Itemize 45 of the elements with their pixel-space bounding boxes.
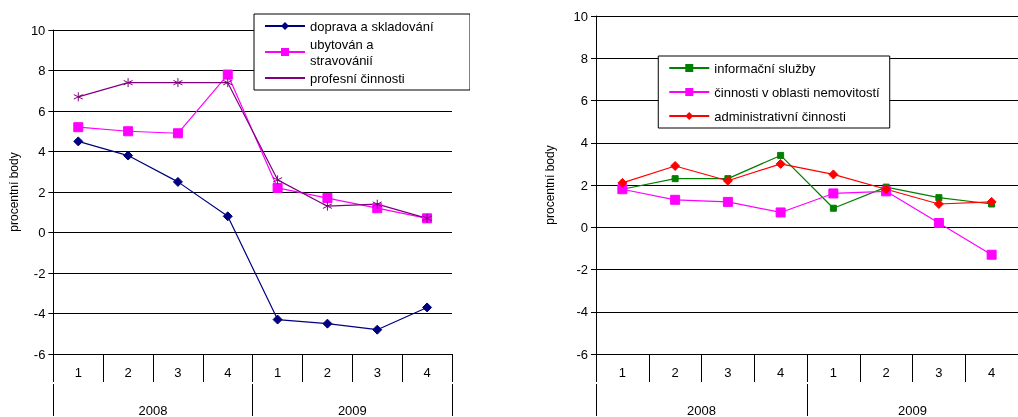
- y-tick-label: 6: [38, 103, 46, 119]
- legend-label: informační služby: [714, 60, 816, 76]
- x-tick-label: 1: [618, 365, 626, 380]
- x-tick-label: 4: [423, 365, 431, 380]
- x-tick-label: 3: [724, 365, 732, 380]
- x-tick-label: 3: [174, 365, 182, 380]
- text: 2008: [138, 403, 168, 417]
- x-tick-label: 3: [373, 365, 381, 380]
- x-tick-label: 2: [882, 365, 890, 380]
- x-tick-label: 2: [124, 365, 132, 380]
- y-tick-label: -2: [33, 265, 46, 281]
- y-tick-label: -4: [33, 306, 46, 321]
- x-tick-label: 4: [777, 365, 785, 380]
- x-tick-label: 1: [74, 365, 82, 380]
- y-tick-label: -4: [576, 304, 588, 320]
- y-tick-label: 4: [38, 144, 46, 159]
- y-tick-label: -2: [576, 262, 588, 277]
- y-tick-label: 2: [580, 177, 588, 193]
- y-axis-title: procentní body: [7, 152, 21, 232]
- legend-label: doprava a skladování: [310, 18, 434, 34]
- x-tick-label: 2: [323, 365, 332, 380]
- text: 2008: [687, 403, 716, 417]
- y-tick-label: 0: [38, 225, 46, 240]
- y-tick-label: 8: [580, 50, 588, 66]
- y-tick-label: 4: [580, 135, 588, 151]
- x-tick-label: 3: [935, 365, 943, 380]
- y-tick-label: 2: [38, 184, 46, 200]
- y-tick-label: 8: [38, 63, 46, 78]
- x-tick-label: 4: [224, 365, 232, 380]
- y-axis-title: procentní body: [543, 145, 557, 225]
- y-tick-label: 10: [573, 8, 588, 24]
- legend-label: činnosti v oblasti nemovitostí: [714, 84, 881, 100]
- x-tick-label: 2: [671, 365, 679, 380]
- y-tick-label: -6: [33, 346, 46, 362]
- x-tick-label: 1: [273, 365, 282, 380]
- y-tick-label: -6: [576, 346, 588, 362]
- y-tick-label: 0: [580, 219, 588, 235]
- x-tick-label: 1: [829, 365, 837, 380]
- x-tick-label: 4: [988, 365, 996, 380]
- text: 2009: [898, 403, 927, 417]
- text: 2009: [337, 403, 367, 417]
- legend-label: profesní činnosti: [310, 70, 405, 86]
- y-tick-label: 6: [580, 93, 588, 108]
- y-tick-label: 10: [30, 22, 46, 38]
- legend-label: administrativní činnosti: [714, 108, 846, 124]
